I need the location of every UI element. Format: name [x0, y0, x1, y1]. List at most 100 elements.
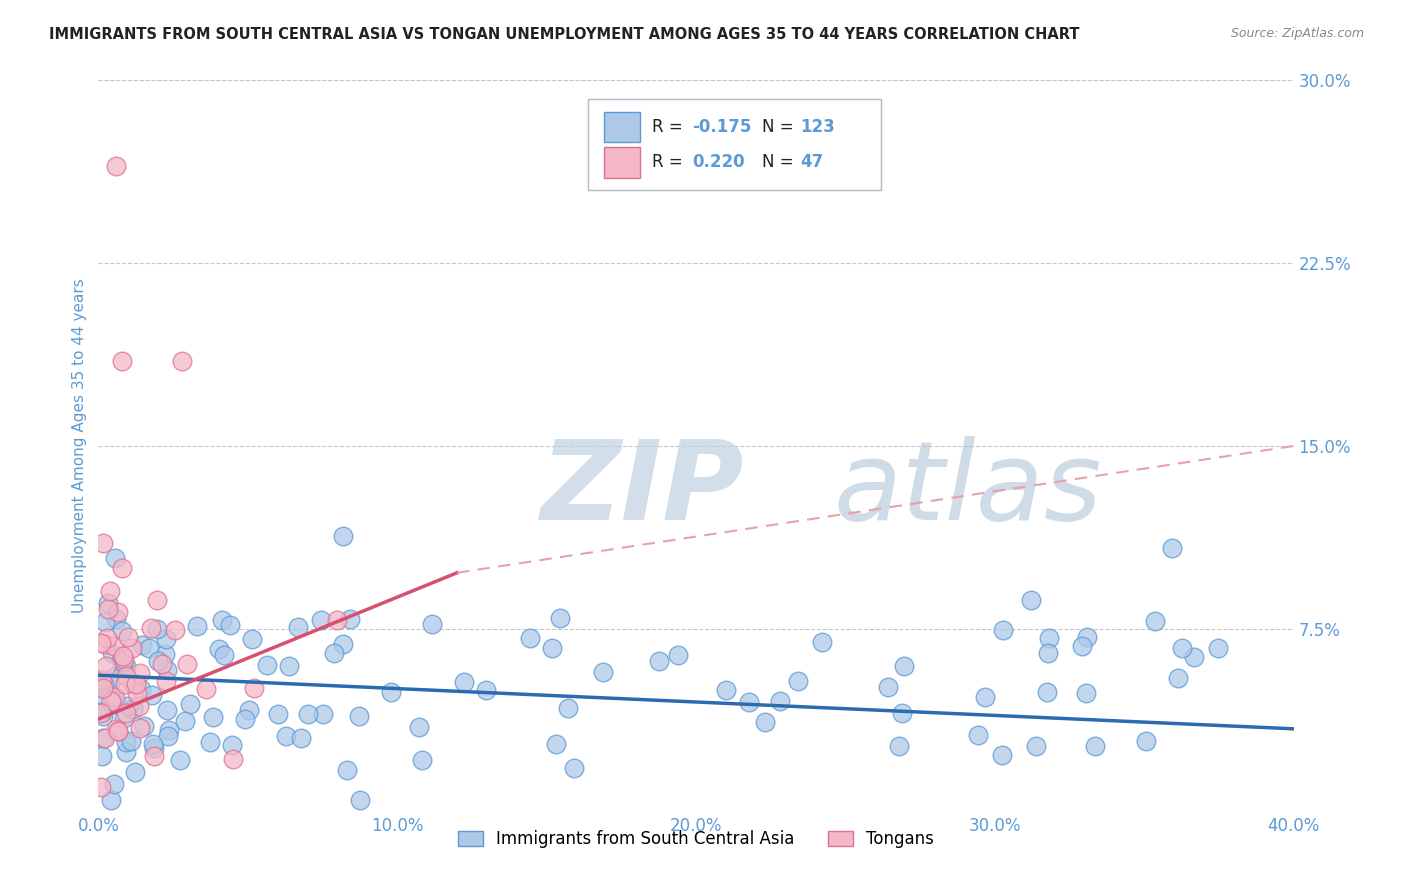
Point	[221, 739, 243, 753]
Point	[1038, 632, 1060, 646]
Point	[107, 723, 129, 738]
Point	[349, 708, 371, 723]
Point	[893, 658, 915, 673]
Point	[114, 677, 136, 691]
Text: R =: R =	[652, 118, 688, 136]
Point	[115, 706, 138, 721]
Point	[91, 535, 114, 549]
Point	[94, 636, 117, 650]
Point	[967, 728, 990, 742]
Point	[195, 681, 218, 696]
Legend: Immigrants from South Central Asia, Tongans: Immigrants from South Central Asia, Tong…	[451, 823, 941, 855]
Text: IMMIGRANTS FROM SOUTH CENTRAL ASIA VS TONGAN UNEMPLOYMENT AMONG AGES 35 TO 44 YE: IMMIGRANTS FROM SOUTH CENTRAL ASIA VS TO…	[49, 27, 1080, 42]
Point	[157, 729, 180, 743]
Point	[339, 612, 361, 626]
Point	[91, 681, 114, 696]
Point	[277, 659, 299, 673]
Point	[90, 673, 112, 687]
Point	[90, 687, 112, 701]
Point	[103, 777, 125, 791]
Point	[666, 648, 689, 662]
Point	[117, 698, 139, 713]
Point	[332, 637, 354, 651]
Point	[165, 623, 187, 637]
Point	[112, 655, 135, 669]
Point	[173, 714, 195, 728]
Point	[129, 682, 152, 697]
Point	[121, 641, 143, 656]
Point	[974, 690, 997, 704]
Point	[112, 711, 135, 725]
Point	[121, 701, 143, 715]
Point	[243, 681, 266, 696]
Point	[110, 653, 132, 667]
Point	[139, 621, 162, 635]
Point	[129, 722, 152, 736]
Point	[90, 676, 112, 690]
Point	[475, 682, 498, 697]
Point	[104, 669, 127, 683]
Point	[179, 697, 201, 711]
Point	[648, 654, 671, 668]
Point	[111, 624, 134, 638]
Point	[1084, 739, 1107, 753]
Point	[122, 701, 145, 715]
Point	[169, 753, 191, 767]
Point	[156, 664, 179, 678]
Point	[1025, 739, 1047, 754]
Point	[104, 551, 127, 566]
Text: Source: ZipAtlas.com: Source: ZipAtlas.com	[1230, 27, 1364, 40]
Point	[172, 353, 194, 368]
Text: atlas: atlas	[834, 436, 1102, 543]
Point	[96, 631, 118, 645]
Point	[125, 686, 148, 700]
Point	[111, 353, 134, 368]
Point	[738, 695, 761, 709]
Point	[90, 706, 112, 720]
Point	[111, 648, 134, 663]
Point	[94, 615, 117, 629]
Point	[202, 710, 225, 724]
Point	[312, 707, 335, 722]
Point	[98, 688, 121, 702]
Point	[91, 709, 114, 723]
Point	[93, 731, 115, 745]
Point	[124, 764, 146, 779]
Point	[411, 753, 433, 767]
Point	[541, 640, 564, 655]
Point	[103, 639, 125, 653]
Point	[453, 675, 475, 690]
Point	[1036, 646, 1059, 660]
Point	[219, 618, 242, 632]
Point	[787, 673, 810, 688]
Point	[155, 632, 177, 646]
Point	[122, 676, 145, 690]
Point	[142, 737, 165, 751]
Point	[557, 700, 579, 714]
Point	[114, 735, 136, 749]
Point	[143, 740, 166, 755]
Point	[91, 749, 114, 764]
Point	[592, 665, 614, 679]
Point	[155, 673, 177, 688]
Point	[176, 657, 198, 672]
Point	[90, 780, 112, 795]
Point	[991, 748, 1014, 763]
Point	[98, 675, 121, 690]
Point	[544, 737, 567, 751]
FancyBboxPatch shape	[605, 112, 640, 143]
Text: -0.175: -0.175	[692, 118, 752, 136]
Point	[146, 623, 169, 637]
Point	[120, 734, 142, 748]
Point	[233, 712, 256, 726]
Point	[115, 659, 138, 673]
Point	[420, 616, 443, 631]
Text: N =: N =	[762, 118, 799, 136]
Point	[94, 683, 117, 698]
Text: 123: 123	[800, 118, 835, 136]
Point	[90, 705, 112, 719]
Point	[1135, 734, 1157, 748]
Point	[100, 694, 122, 708]
Point	[1206, 640, 1229, 655]
Point	[256, 657, 278, 672]
